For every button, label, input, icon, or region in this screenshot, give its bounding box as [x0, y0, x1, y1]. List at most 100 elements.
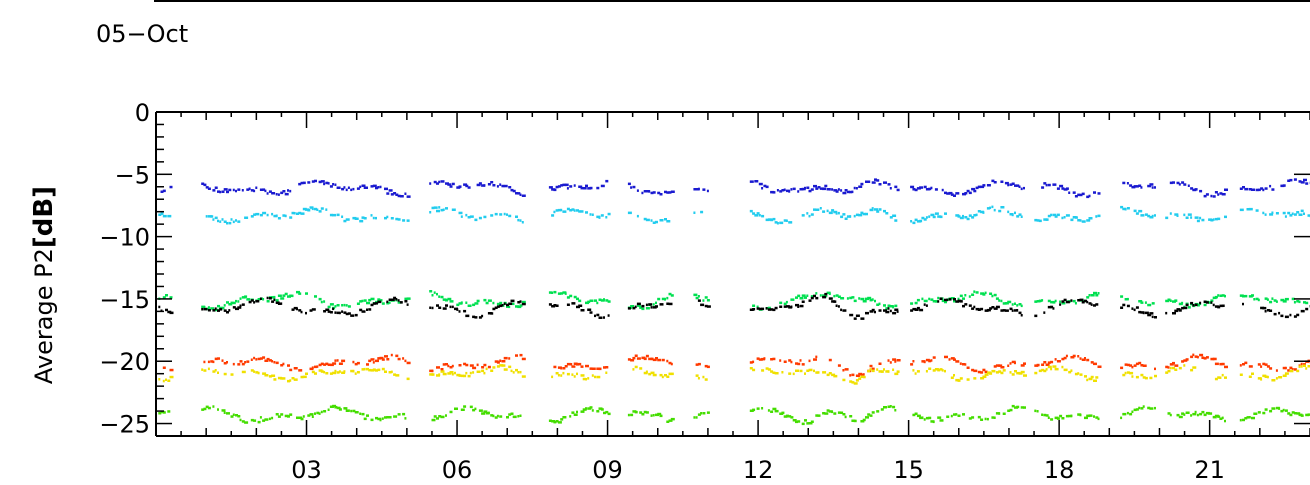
- data-point: [1194, 303, 1198, 307]
- data-point: [454, 307, 458, 311]
- data-point: [390, 193, 394, 196]
- data-point: [808, 368, 813, 372]
- data-point: [512, 371, 515, 374]
- data-point: [912, 221, 916, 225]
- data-point: [589, 406, 593, 409]
- data-point: [761, 407, 764, 410]
- data-point: [214, 186, 218, 189]
- data-point: [894, 372, 899, 376]
- data-point: [354, 313, 358, 317]
- data-point: [767, 409, 770, 412]
- data-point: [1293, 178, 1297, 181]
- data-point: [336, 406, 341, 410]
- data-point: [287, 295, 291, 298]
- data-point: [287, 364, 290, 367]
- data-point: [1210, 194, 1213, 198]
- data-point: [490, 181, 494, 184]
- data-point: [752, 212, 756, 215]
- y-tick-label: −15: [99, 286, 150, 314]
- data-point: [250, 369, 254, 372]
- data-point: [316, 411, 320, 415]
- data-point: [388, 371, 392, 374]
- data-point: [824, 412, 829, 415]
- data-point: [259, 297, 262, 300]
- data-point: [670, 190, 675, 193]
- data-point: [515, 368, 518, 372]
- data-point: [761, 307, 765, 311]
- data-point: [241, 189, 244, 192]
- data-point: [810, 296, 814, 300]
- data-point: [277, 294, 282, 297]
- data-point: [1176, 181, 1180, 185]
- data-point: [314, 412, 316, 415]
- data-point: [501, 184, 505, 188]
- data-point: [783, 302, 787, 306]
- data-point: [485, 367, 488, 371]
- data-point: [395, 298, 398, 301]
- data-point: [652, 373, 657, 377]
- data-point: [883, 304, 886, 307]
- data-point: [804, 186, 806, 190]
- data-point: [822, 210, 826, 213]
- data-point: [1187, 306, 1191, 309]
- data-point: [302, 375, 307, 379]
- data-point: [989, 372, 993, 375]
- data-point: [490, 369, 494, 372]
- data-point: [431, 373, 435, 376]
- data-point: [795, 296, 798, 299]
- data-point: [406, 377, 410, 381]
- data-point: [1246, 208, 1251, 211]
- data-point: [1047, 183, 1051, 187]
- data-point: [855, 314, 860, 317]
- data-point: [630, 305, 635, 308]
- data-point: [813, 358, 817, 361]
- data-point: [946, 192, 951, 195]
- data-point: [767, 308, 771, 311]
- data-point: [1185, 216, 1189, 219]
- data-point: [442, 307, 447, 310]
- data-point: [512, 189, 516, 193]
- data-point: [1093, 415, 1095, 418]
- data-point: [343, 303, 346, 307]
- data-point: [449, 410, 453, 414]
- data-point: [982, 368, 986, 372]
- data-point: [205, 215, 208, 218]
- data-point: [772, 308, 776, 312]
- data-point: [1169, 413, 1172, 417]
- data-point: [788, 415, 792, 418]
- data-point: [627, 182, 631, 186]
- data-point: [815, 292, 818, 295]
- data-point: [406, 219, 410, 222]
- data-point: [458, 302, 463, 305]
- data-point: [937, 300, 940, 303]
- data-point: [887, 370, 890, 373]
- data-point: [1282, 408, 1285, 412]
- data-point: [268, 190, 272, 193]
- data-point: [991, 416, 995, 419]
- data-point: [767, 368, 771, 371]
- data-point: [973, 290, 976, 293]
- data-point: [1282, 366, 1286, 370]
- data-point: [239, 297, 242, 300]
- data-point: [158, 213, 162, 216]
- data-point: [975, 213, 978, 217]
- data-point: [912, 369, 915, 372]
- data-point: [1041, 368, 1045, 372]
- data-point: [320, 362, 324, 366]
- data-point: [1133, 408, 1137, 412]
- data-point: [1284, 297, 1289, 301]
- data-point: [390, 353, 393, 357]
- data-point: [984, 370, 988, 374]
- data-point: [1289, 369, 1294, 373]
- data-point: [1138, 310, 1142, 314]
- data-point: [1300, 209, 1304, 213]
- data-point: [490, 214, 494, 217]
- data-point: [273, 298, 276, 302]
- data-point: [1016, 184, 1020, 187]
- x-tick-label: 18: [1044, 456, 1075, 484]
- data-point: [406, 297, 411, 300]
- data-point: [862, 212, 866, 216]
- data-point: [1305, 307, 1309, 311]
- data-point: [650, 371, 655, 375]
- data-point: [1047, 305, 1052, 309]
